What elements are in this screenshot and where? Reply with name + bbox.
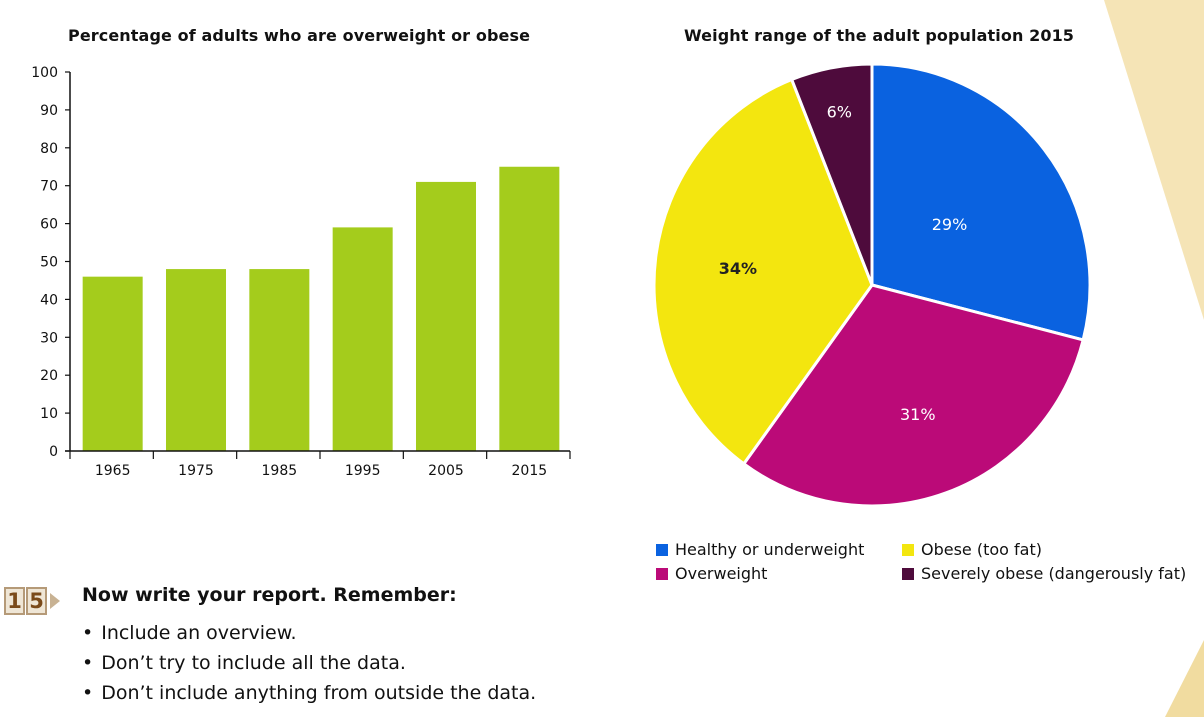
x-tick-label: 2005	[428, 463, 464, 479]
y-tick-label: 30	[40, 330, 58, 346]
x-tick-label: 1975	[178, 463, 214, 479]
pie-slice-label: 6%	[827, 102, 852, 121]
y-tick-label: 60	[40, 217, 58, 233]
y-tick-label: 70	[40, 179, 58, 195]
y-tick-label: 100	[31, 65, 58, 81]
bar-chart: 0 10 20 30 40 50 60 70 80 90 100 1965 1975 1985 1995 20…	[31, 65, 571, 479]
legend-item-obese: Obese (too fat)	[902, 540, 1042, 559]
bar-1995	[332, 227, 393, 451]
task-bullet: Don’t include anything from outside the …	[82, 682, 536, 712]
task-bullet-list: Include an overview. Don’t try to includ…	[82, 622, 536, 712]
pie-chart-title: Weight range of the adult population 201…	[684, 26, 1075, 45]
task-number-badge: 1 5	[4, 586, 68, 616]
task-bullet: Include an overview.	[82, 622, 536, 652]
y-tick-label: 20	[40, 368, 58, 384]
bar-1965	[82, 276, 143, 451]
legend-item-severely-obese: Severely obese (dangerously fat)	[902, 564, 1186, 583]
y-tick-label: 40	[40, 292, 58, 308]
legend-label: Overweight	[675, 564, 768, 583]
x-tick-label: 1985	[262, 463, 298, 479]
x-tick-label: 2015	[512, 463, 548, 479]
legend-swatch-severely-obese	[902, 567, 914, 580]
x-tick-label: 1995	[345, 463, 381, 479]
pie-slice-overweight	[742, 283, 1085, 508]
task-number-digit: 1	[4, 587, 25, 615]
y-tick-label: 0	[49, 444, 58, 460]
pie-slice-severely-obese-dangerously-fat	[790, 62, 874, 287]
y-tick-label: 80	[40, 141, 58, 157]
y-tick-label: 50	[40, 255, 58, 271]
pie-slice-obese-too-fat	[652, 78, 874, 466]
play-arrow-icon	[50, 593, 60, 609]
legend-label: Healthy or underweight	[675, 540, 865, 559]
y-tick-label: 10	[40, 406, 58, 422]
pie-chart: 29% 31% 34% 6%	[652, 62, 1092, 508]
task-number-digit: 5	[26, 587, 47, 615]
legend-label: Severely obese (dangerously fat)	[921, 564, 1187, 583]
pie-slice-label: 29%	[932, 215, 968, 234]
x-tick-label: 1965	[95, 463, 131, 479]
bar-chart-title: Percentage of adults who are overweight …	[68, 26, 531, 45]
bar-1975	[166, 269, 226, 451]
pie-slice-healthy-or-underweight	[870, 62, 1092, 342]
legend-swatch-obese	[902, 543, 914, 556]
pie-slice-label: 34%	[719, 259, 757, 278]
legend-item-healthy: Healthy or underweight	[656, 540, 864, 559]
task-bullet: Don’t try to include all the data.	[82, 652, 536, 682]
legend-item-overweight: Overweight	[656, 564, 767, 583]
legend-swatch-healthy	[656, 543, 668, 556]
task-heading: Now write your report. Remember:	[82, 584, 457, 606]
legend-swatch-overweight	[656, 567, 668, 580]
bar-2005	[416, 181, 476, 451]
bar-2015	[499, 166, 560, 451]
pie-slice-label: 31%	[900, 405, 936, 424]
y-tick-label: 90	[40, 103, 58, 119]
legend-label: Obese (too fat)	[921, 540, 1042, 559]
bar-1985	[249, 269, 310, 451]
